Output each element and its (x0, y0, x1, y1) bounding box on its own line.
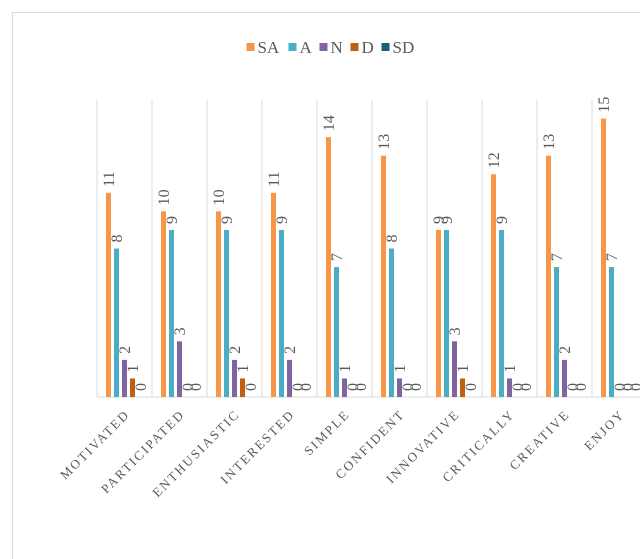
bar (224, 229, 229, 397)
bar (130, 378, 135, 397)
legend-swatch (381, 43, 390, 51)
bar (554, 267, 559, 397)
data-label: 0 (180, 383, 197, 391)
data-label: 14 (321, 115, 338, 131)
legend-label: A (300, 38, 313, 57)
bar (397, 378, 402, 397)
data-label: 10 (156, 189, 173, 205)
data-label: 2 (117, 346, 134, 354)
legend-label: D (362, 38, 374, 57)
bar (609, 267, 614, 397)
bar (114, 248, 119, 397)
data-label: 1 (502, 364, 519, 372)
bar (232, 359, 237, 397)
data-label: 2 (282, 346, 299, 354)
bar (342, 378, 347, 397)
bar (381, 155, 386, 397)
data-label: 7 (329, 253, 346, 261)
data-label: 0 (133, 383, 150, 391)
bar (452, 341, 457, 397)
data-label: 7 (604, 253, 621, 261)
data-label: 8 (384, 235, 401, 243)
data-label: 0 (620, 383, 637, 391)
data-label: 9 (431, 216, 448, 224)
data-label: 8 (109, 235, 126, 243)
data-label: 9 (164, 216, 181, 224)
bar (216, 211, 221, 397)
bar (177, 341, 182, 397)
data-label: 0 (612, 383, 629, 391)
data-label: 2 (227, 346, 244, 354)
legend-label: N (331, 38, 343, 57)
data-label: 7 (549, 253, 566, 261)
data-label: 13 (541, 134, 558, 150)
data-label: 3 (172, 327, 189, 335)
data-label: 1 (235, 364, 252, 372)
data-label: 1 (455, 364, 472, 372)
legend-swatch (350, 43, 359, 51)
bar (460, 378, 465, 397)
data-label: 0 (353, 383, 370, 391)
data-label: 9 (274, 216, 291, 224)
data-label: 13 (376, 134, 393, 150)
data-label: 0 (345, 383, 362, 391)
data-label: 2 (557, 346, 574, 354)
bar (106, 192, 111, 397)
data-label: 0 (243, 383, 260, 391)
legend-swatch (319, 43, 328, 51)
data-label: 0 (518, 383, 535, 391)
data-label: 12 (486, 152, 503, 168)
bar (279, 229, 284, 397)
bar (436, 229, 441, 397)
bar (507, 378, 512, 397)
bar (271, 192, 276, 397)
data-label: 11 (266, 171, 283, 186)
data-label: 0 (408, 383, 425, 391)
data-label: 10 (211, 189, 228, 205)
data-label: 9 (439, 216, 456, 224)
data-label: 0 (463, 383, 480, 391)
data-label: 0 (510, 383, 527, 391)
bar (601, 118, 606, 397)
data-label: 3 (447, 327, 464, 335)
bar (562, 359, 567, 397)
data-label: 0 (573, 383, 590, 391)
bar (326, 137, 331, 397)
data-label: 1 (392, 364, 409, 372)
bar (240, 378, 245, 397)
data-label: 0 (628, 383, 640, 391)
bar (444, 229, 449, 397)
bar (161, 211, 166, 397)
bar (169, 229, 174, 397)
data-label: 0 (565, 383, 582, 391)
data-label: 11 (101, 171, 118, 186)
bar (389, 248, 394, 397)
bar (491, 174, 496, 397)
bar (122, 359, 127, 397)
data-label: 1 (337, 364, 354, 372)
data-label: 15 (596, 97, 613, 113)
data-label: 1 (125, 364, 142, 372)
bar (546, 155, 551, 397)
data-label: 9 (494, 216, 511, 224)
data-label: 0 (188, 383, 205, 391)
legend-label: SD (393, 38, 415, 57)
data-label: 9 (219, 216, 236, 224)
bar (499, 229, 504, 397)
bar (334, 267, 339, 397)
bar (287, 359, 292, 397)
data-label: 0 (298, 383, 315, 391)
legend-label: SA (258, 38, 280, 57)
legend-swatch (246, 43, 255, 51)
data-label: 0 (290, 383, 307, 391)
data-label: 0 (400, 383, 417, 391)
legend-swatch (288, 43, 297, 51)
